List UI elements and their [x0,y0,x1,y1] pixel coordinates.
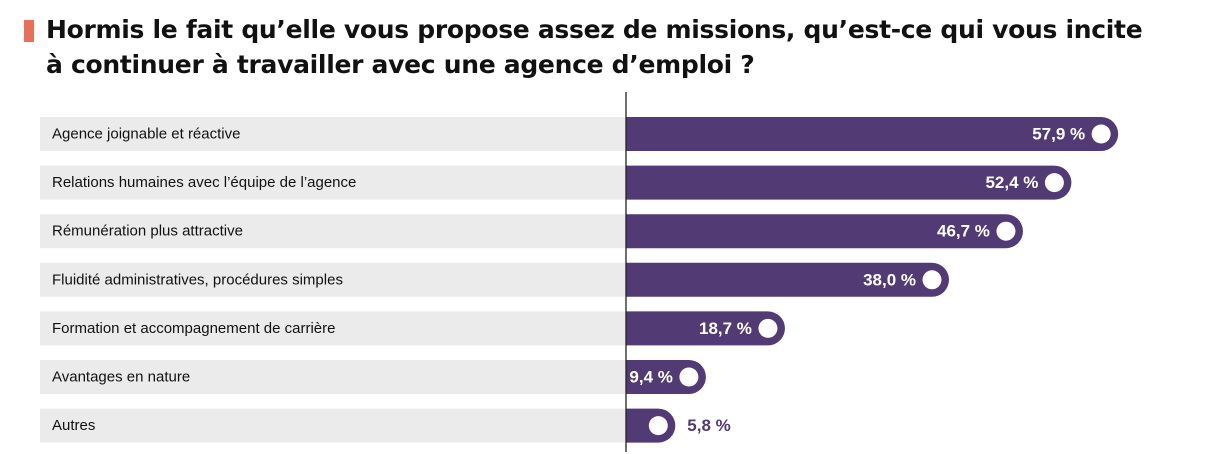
bar [626,262,949,297]
category-label: Relations humaines avec l’équipe de l’ag… [52,174,356,191]
category-label: Fluidité administratives, procédures sim… [52,271,343,288]
row-background [40,214,626,249]
row-background [40,360,626,394]
chart-title-line-1: Hormis le fait qu’elle vous propose asse… [46,15,1143,44]
value-label: 18,7 % [699,319,752,338]
bar [626,117,1119,151]
category-label: Agence joignable et réactive [52,126,240,143]
bar [626,165,1072,200]
title-accent-bar [24,20,34,42]
value-label: 38,0 % [863,270,916,289]
bar-end-marker [1091,124,1111,144]
value-label: 52,4 % [985,173,1038,192]
bar-end-marker [679,367,699,387]
row-background [40,117,626,151]
bar [626,214,1023,249]
bar-end-marker [758,318,778,338]
value-label: 9,4 % [629,368,672,387]
row-background [40,165,626,200]
bar-end-marker [648,416,668,436]
value-label: 57,9 % [1032,125,1085,144]
category-label: Avantages en nature [52,369,190,386]
row-background [40,262,626,297]
category-label: Formation et accompagnement de carrière [52,320,335,337]
chart-title-line-2: à continuer à travailler avec une agence… [46,50,755,79]
bar-end-marker [922,270,942,290]
row-background [40,408,626,443]
bar [626,311,785,346]
bar-end-marker [1044,173,1064,193]
value-label: 5,8 % [687,416,730,435]
value-label: 46,7 % [937,222,990,241]
category-label: Autres [52,417,95,434]
row-background [40,311,626,346]
chart-title: Hormis le fait qu’elle vous propose asse… [46,12,1206,82]
category-label: Rémunération plus attractive [52,223,243,240]
bar-end-marker [996,221,1016,241]
